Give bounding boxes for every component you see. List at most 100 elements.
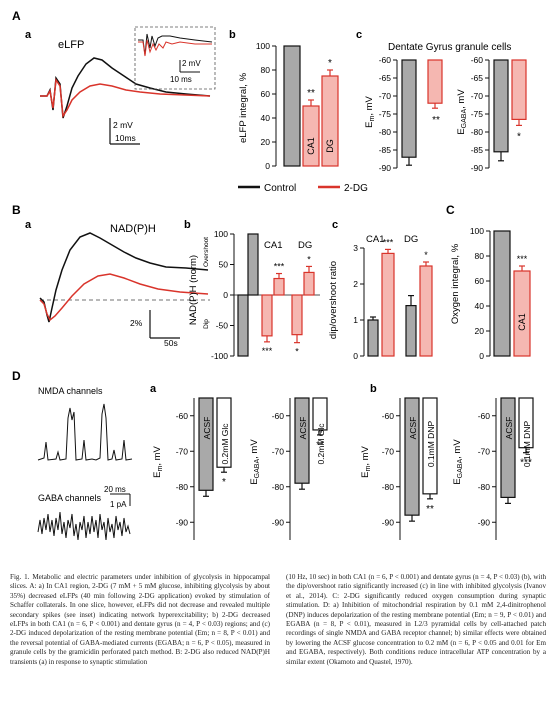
Ac-em-tick-label: -85 [379,145,392,155]
Da-eg-bar-label-acsf: ACSF [298,417,308,440]
nmda-label: NMDA channels [38,386,103,396]
panel-A-c: c Dentate Gyrus granule cells Em, mV -60… [356,29,527,173]
nadph-control-trace [39,232,209,323]
C-tick-label: 100 [470,226,484,236]
scale-pct: 2% [130,318,143,328]
Da-eg-sig: ** [316,440,324,451]
Bc-tick-label: 2 [353,279,358,289]
sub-label-Ac: c [356,29,362,41]
Ac-egaba-label: EGABA, mV [456,89,468,135]
Db-eg-bar-label-acsf: ACSF [504,417,514,440]
Db-em-label: Em, mV [360,445,372,477]
Db-em-tick-label: -90 [382,517,395,527]
elfp-2dg-trace [40,77,211,119]
C-sig: *** [517,254,528,264]
Db-em-tick-label: -60 [382,411,395,421]
Db-em-bar-acsf [404,397,420,516]
nadph-2dg-trace [39,273,209,322]
Db-eg-tick-label: -60 [478,411,491,421]
Db-eg-tick-label: -70 [478,446,491,456]
Bc-bar-DG-2dg [419,265,433,357]
Db-em-bar-label-acsf: ACSF [408,417,418,440]
Ac-em-tick-label: -90 [379,163,392,173]
Bc-bar-CA1-2dg [381,252,395,357]
Da-eg-bar-label-treat: 0.2mM Glc [316,423,326,465]
Db-eg-label: EGABA, mV [452,439,464,485]
legend-2dg: 2-DG [344,183,368,194]
Da-eg-label: EGABA, mV [249,439,261,485]
Db-em-sig: ** [426,504,434,515]
panel-label-D: D [12,369,21,383]
panel-D-a: a Em, mV -60 -70 -80 -90 ACSF 0.2mM Glc * EGAB… [150,383,328,540]
figure: A B D C a eLFP 2 mV 10 ms 2 mV 10ms Cont… [12,9,534,541]
legend: Control 2-DG [238,183,368,194]
Ab-bar-label-CA1: CA1 [306,137,316,155]
Ab-tick-label: 40 [261,113,271,123]
sub-label-Bb: b [184,219,191,231]
Db-eg-bar-label-treat: 0.1mM DNP [522,421,532,468]
C-tick-label: 80 [475,251,485,261]
Bb-overshoot: Overshoot [203,237,210,267]
C-bar-label: CA1 [517,313,527,331]
sub-label-Ba: a [25,219,32,231]
C-ylabel: Oxygen integral, % [450,243,461,324]
caption-right: (10 Hz, 10 sec) in both CA1 (n = 6, P < … [286,573,546,666]
gaba-trace [37,511,131,541]
Da-eg-tick-label: -90 [272,517,285,527]
Ab-ylabel: eLFP integral, % [238,72,249,143]
Bc-ylabel: dip/overshoot ratio [328,261,339,339]
Ac-eg-tick-label: -85 [471,145,484,155]
C-tick-label: 40 [475,301,485,311]
Da-em-sig: * [222,477,226,488]
panel-B-b: b NAD(P)H (norm) Overshoot Dip 100 50 0 -50… [184,219,320,361]
Ab-tick-label: 80 [261,65,271,75]
Ab-tick-label: 60 [261,89,271,99]
C-tick-label: 0 [479,351,484,361]
D-scale-ms: 20 ms [104,485,126,494]
Ac-em-tick-label: -80 [379,127,392,137]
Ac-eg-tick-label: -75 [471,109,484,119]
Bb-sig-CA1-over: *** [274,262,285,272]
Bb-ylabel: NAD(P)H (norm) [188,255,199,325]
Db-eg-sig: *** [520,458,532,469]
Bb-dip: Dip [203,319,210,329]
Bc-tick-label: 0 [353,351,358,361]
Db-em-bar-label-treat: 0.1mM DNP [426,421,436,468]
Da-em-bar-acsf [198,397,214,491]
Ac-em-tick-label: -70 [379,91,392,101]
Bb-bar-ctrl-dip [237,294,249,357]
Ac-title: Dentate Gyrus granule cells [388,42,511,53]
Bc-group-DG: DG [404,234,418,245]
Bb-bar-DG-over [303,271,315,296]
Ac-eg-tick-label: -80 [471,127,484,137]
Bb-tick-label: -100 [211,351,228,361]
sub-label-Aa: a [25,29,32,41]
Ac-eg-bar-2dg [511,59,527,121]
Db-eg-tick-label: -90 [478,517,491,527]
Bb-tick-label: 50 [219,260,229,270]
Ac-eg-bar-control [493,59,509,153]
Da-eg-tick-label: -80 [272,482,285,492]
Ac-em-label: Em, mV [364,95,376,127]
Bb-group-CA1: CA1 [264,240,282,251]
panel-A-a: a eLFP 2 mV 10 ms 2 mV 10ms [25,26,216,145]
Bb-tick-label: -50 [216,321,229,331]
Ab-sig-CA1: ** [307,88,315,99]
Bc-sig-DG: * [424,250,428,260]
C-tick-label: 60 [475,276,485,286]
Ac-em-tick-label: -60 [379,55,392,65]
Da-eg-tick-label: -60 [272,411,285,421]
Ab-sig-DG: * [328,58,332,69]
nadph-title: NAD(P)H [110,223,156,235]
Ab-bar-control [283,45,301,167]
Bc-tick-label: 1 [353,315,358,325]
Bc-tick-label: 3 [353,243,358,253]
sub-label-Ab: b [229,29,236,41]
sub-label-Db: b [370,383,377,395]
Da-eg-bar-acsf [294,397,310,484]
panel-B-a: a NAD(P)H 2% 50s [25,219,210,348]
Ac-eg-tick-label: -90 [471,163,484,173]
Bb-tick-label: 0 [223,290,228,300]
panel-D-b: b Em, mV -60 -70 -80 -90 ACSF 0.1mM DNP ** EGA… [360,383,534,540]
scale-ms: 10ms [115,133,136,143]
